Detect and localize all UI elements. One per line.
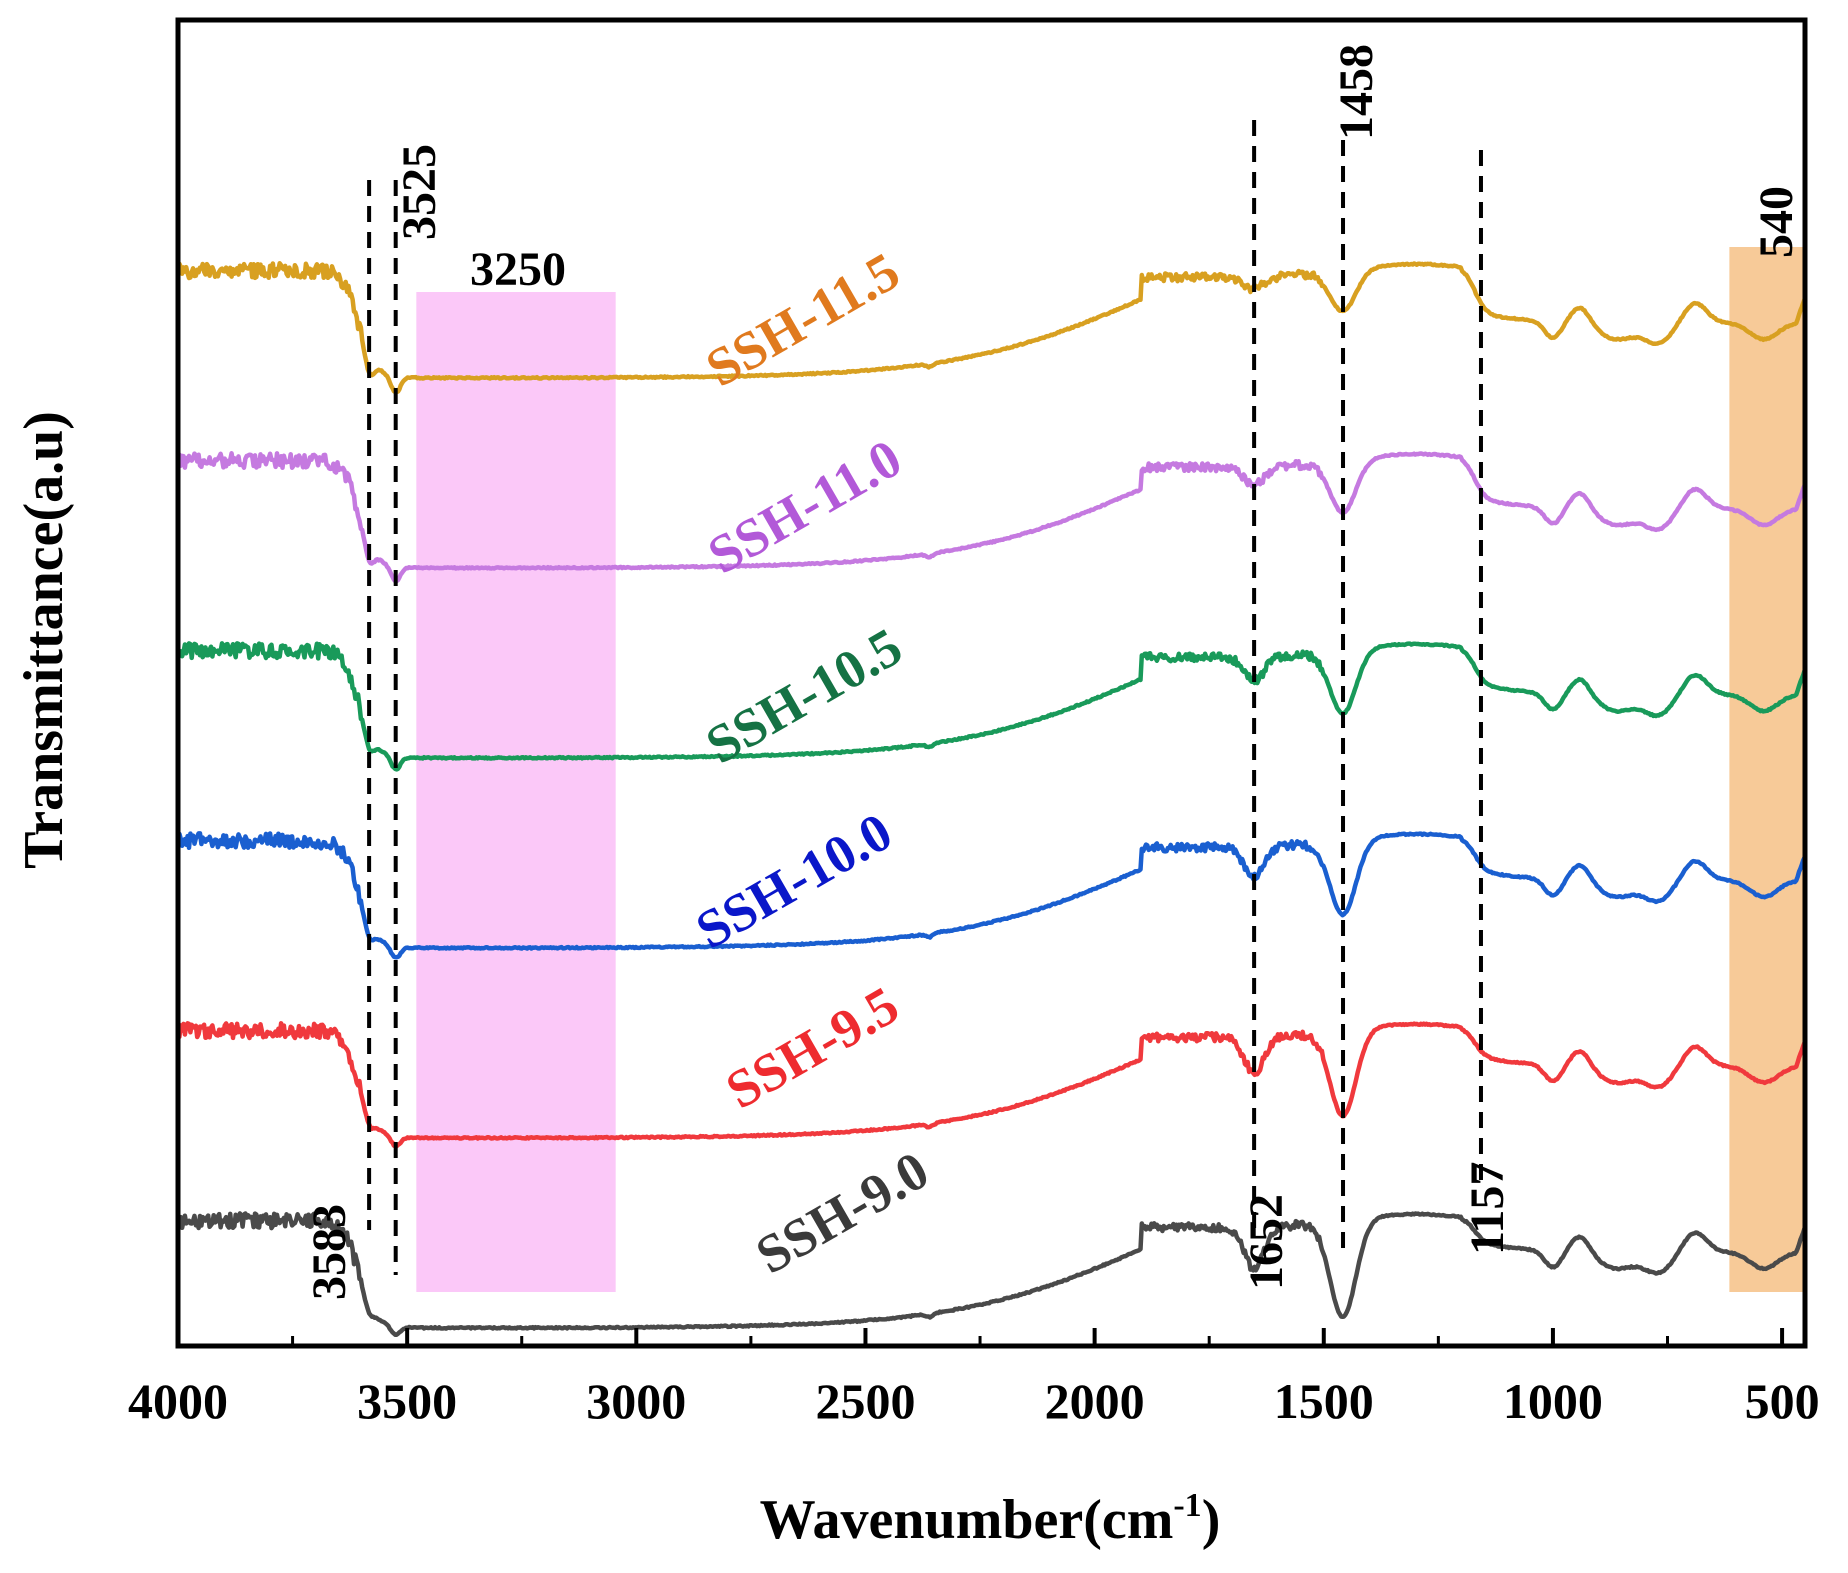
peak-lines (367, 120, 1483, 1275)
x-axis-ticks: 4000 3500 3000 2500 2000 1500 1000 500 (128, 1328, 1820, 1429)
highlight-regions (416, 247, 1805, 1292)
series-label-SSH-10.0: SSH-10.0 (686, 801, 902, 960)
peak-label-1652: 1652 (1240, 1194, 1293, 1290)
x-tick-label-3000: 3000 (586, 1373, 686, 1429)
series-line-SSH-11.5 (175, 261, 1807, 395)
region-540-label: 540 (1750, 186, 1803, 258)
series-line-SSH-9.5 (175, 1021, 1807, 1149)
series-label-SSH-9.0: SSH-9.0 (746, 1140, 938, 1286)
series-line-SSH-10.5 (176, 641, 1807, 772)
region-540 (1729, 247, 1805, 1292)
series-line-SSH-10.0 (175, 831, 1807, 960)
x-tick-label-1500: 1500 (1274, 1373, 1374, 1429)
plot-frame (175, 17, 1808, 1349)
series-line-SSH-9.0 (175, 1211, 1807, 1337)
spectra-series (175, 261, 1807, 1337)
x-axis-title: Wavenumber(cm-1) (760, 1487, 1221, 1551)
peak-label-1157: 1157 (1461, 1162, 1514, 1255)
x-tick-label-2500: 2500 (815, 1373, 915, 1429)
x-tick-label-4000: 4000 (128, 1373, 228, 1429)
x-axis-title-main: Wavenumber(cm (760, 1489, 1174, 1551)
region-3250 (416, 292, 616, 1292)
x-tick-label-3500: 3500 (357, 1373, 457, 1429)
y-axis-title: Transmittance(a.u) (13, 411, 75, 869)
peak-label-1458: 1458 (1330, 44, 1383, 140)
series-line-SSH-11.0 (175, 451, 1807, 584)
series-label-SSH-9.5: SSH-9.5 (716, 975, 908, 1121)
x-axis-title-superscript: -1 (1173, 1487, 1201, 1524)
x-tick-label-500: 500 (1745, 1373, 1820, 1429)
peak-label-3583: 3583 (303, 1204, 356, 1300)
peak-label-3525: 3525 (393, 144, 446, 240)
x-axis-title-suffix: ) (1202, 1489, 1221, 1551)
x-tick-label-2000: 2000 (1045, 1373, 1145, 1429)
region-3250-label: 3250 (470, 243, 566, 296)
x-tick-label-1000: 1000 (1503, 1373, 1603, 1429)
